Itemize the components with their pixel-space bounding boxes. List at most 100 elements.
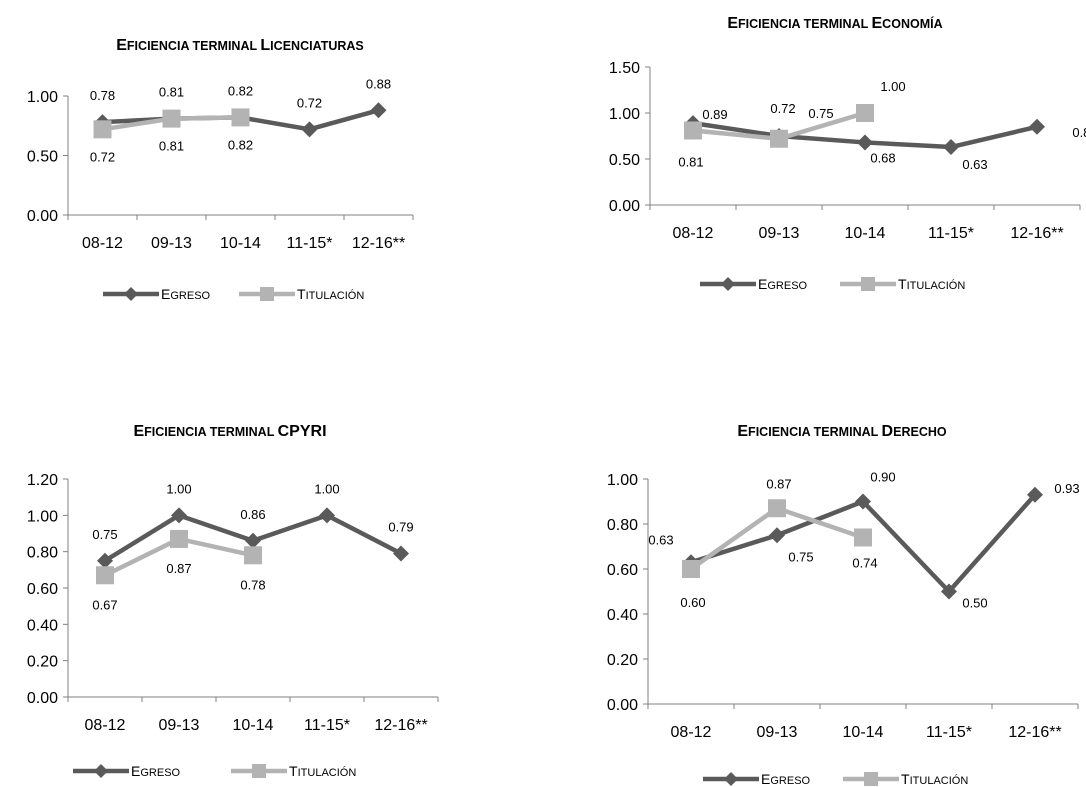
chart-2: EFICIENCIA TERMINAL ECONOMÍA 0.00 0.50 1.00… xyxy=(609,15,1086,292)
point-titulacion xyxy=(768,499,786,518)
x-tick-label: 09-13 xyxy=(759,225,800,242)
data-label: 0.68 xyxy=(870,150,895,165)
y-tick-label: 0.00 xyxy=(609,198,640,215)
data-label: 0.67 xyxy=(92,597,117,612)
x-tick-label: 08-12 xyxy=(671,724,712,741)
legend-label-egreso: EGRESO xyxy=(161,286,211,302)
data-label: 0.82 xyxy=(228,137,253,152)
data-label: 0.74 xyxy=(852,556,877,571)
legend-label-titulacion: TITULACIÓN xyxy=(898,276,965,292)
chart-title: EFICIENCIA TERMINAL DERECHO xyxy=(737,423,947,440)
data-label: 0.88 xyxy=(366,76,391,91)
x-tick-label: 11-15* xyxy=(287,235,333,252)
point-titulacion xyxy=(96,566,114,585)
x-tick-label: 11-15* xyxy=(304,717,350,734)
x-tick-label: 09-13 xyxy=(757,724,798,741)
y-tick-label: 1.50 xyxy=(609,60,640,77)
chart-4: EFICIENCIA TERMINAL DERECHO 0.00 0.20 0.40 0… xyxy=(607,423,1080,787)
chart-title: EFICIENCIA TERMINAL CPYRI xyxy=(133,423,326,440)
legend-marker-titulacion xyxy=(864,772,878,786)
y-tick-label: 0.00 xyxy=(27,208,58,225)
data-label: 0.79 xyxy=(388,519,413,534)
data-label: 0.72 xyxy=(297,95,322,110)
point-titulacion xyxy=(244,546,262,565)
x-tick-label: 08-12 xyxy=(82,235,123,252)
y-tick-label: 0.40 xyxy=(27,617,58,634)
data-label: 1.00 xyxy=(880,79,905,94)
data-label: 0.60 xyxy=(680,595,705,610)
y-tick-label: 1.20 xyxy=(27,472,58,489)
x-tick-label: 08-12 xyxy=(673,225,714,242)
legend-label-egreso: EGRESO xyxy=(758,276,808,292)
legend-label-egreso: EGRESO xyxy=(761,771,811,787)
legend-marker-egreso xyxy=(94,764,108,778)
x-tick-label: 12-16** xyxy=(374,717,427,734)
y-tick-label: 0.20 xyxy=(27,654,58,671)
chart-title: EFICIENCIA TERMINAL LICENCIATURAS xyxy=(116,37,364,54)
point-egreso xyxy=(370,102,387,119)
data-label: 0.78 xyxy=(240,577,265,592)
data-label: 0.93 xyxy=(1054,481,1079,496)
data-label: 0.81 xyxy=(678,154,703,169)
data-label: 0.87 xyxy=(766,476,791,491)
x-tick-label: 10-14 xyxy=(220,235,261,252)
y-tick-label: 0.50 xyxy=(609,152,640,169)
data-label: 0.75 xyxy=(808,106,833,121)
point-titulacion xyxy=(93,120,112,139)
point-egreso xyxy=(769,527,785,544)
point-egreso xyxy=(857,134,873,151)
x-tick-label: 10-14 xyxy=(845,225,886,242)
legend-marker-titulacion xyxy=(252,764,266,778)
point-titulacion xyxy=(854,528,872,547)
y-tick-label: 1.00 xyxy=(27,89,58,106)
data-label: 0.82 xyxy=(228,83,253,98)
data-label: 0.72 xyxy=(90,149,115,164)
point-titulacion xyxy=(170,529,188,548)
point-egreso xyxy=(171,507,187,524)
point-egreso xyxy=(943,139,959,156)
point-egreso xyxy=(301,121,318,138)
y-tick-label: 0.20 xyxy=(607,652,638,669)
data-label: 0.75 xyxy=(92,527,117,542)
point-titulacion xyxy=(231,108,250,127)
data-label: 0.90 xyxy=(870,470,895,485)
x-tick-label: 08-12 xyxy=(85,717,126,734)
x-tick-label: 10-14 xyxy=(233,717,274,734)
legend: EGRESO TITULACIÓN xyxy=(703,771,968,787)
data-label: 0.75 xyxy=(788,549,813,564)
legend-label-titulacion: TITULACIÓN xyxy=(289,763,356,779)
y-tick-label: 1.00 xyxy=(607,472,638,489)
y-tick-label: 1.00 xyxy=(27,508,58,525)
point-egreso xyxy=(245,532,261,549)
legend-marker-egreso xyxy=(124,287,138,301)
point-egreso xyxy=(319,507,335,524)
chart-1: EFICIENCIA TERMINAL LICENCIATURAS 0.00 0.5… xyxy=(27,37,414,302)
legend-marker-egreso xyxy=(721,277,735,291)
data-label: 0.81 xyxy=(159,139,184,154)
y-tick-label: 0.60 xyxy=(27,581,58,598)
data-label: 0.86 xyxy=(240,507,265,522)
y-tick-label: 0.50 xyxy=(27,149,58,166)
legend-label-titulacion: TITULACIÓN xyxy=(297,286,364,302)
legend: EGRESO TITULACIÓN xyxy=(700,276,965,292)
point-titulacion xyxy=(856,104,874,122)
legend: EGRESO TITULACIÓN xyxy=(103,286,364,302)
y-tick-label: 0.60 xyxy=(607,562,638,579)
data-label: 0.89 xyxy=(702,107,727,122)
legend-marker-egreso xyxy=(724,772,738,786)
x-tick-label: 10-14 xyxy=(843,724,884,741)
point-egreso xyxy=(97,552,113,569)
data-label: 0.63 xyxy=(648,532,673,547)
legend-label-egreso: EGRESO xyxy=(131,763,181,779)
point-egreso xyxy=(941,583,957,600)
point-egreso xyxy=(1027,486,1043,503)
x-tick-label: 09-13 xyxy=(159,717,200,734)
data-label: 0.63 xyxy=(962,157,987,172)
data-label: 0.50 xyxy=(962,596,987,611)
x-tick-label: 11-15* xyxy=(926,724,972,741)
chart-title: EFICIENCIA TERMINAL ECONOMÍA xyxy=(727,15,942,32)
data-label: 0.72 xyxy=(770,101,795,116)
x-tick-label: 11-15* xyxy=(928,225,974,242)
y-tick-label: 1.00 xyxy=(609,106,640,123)
